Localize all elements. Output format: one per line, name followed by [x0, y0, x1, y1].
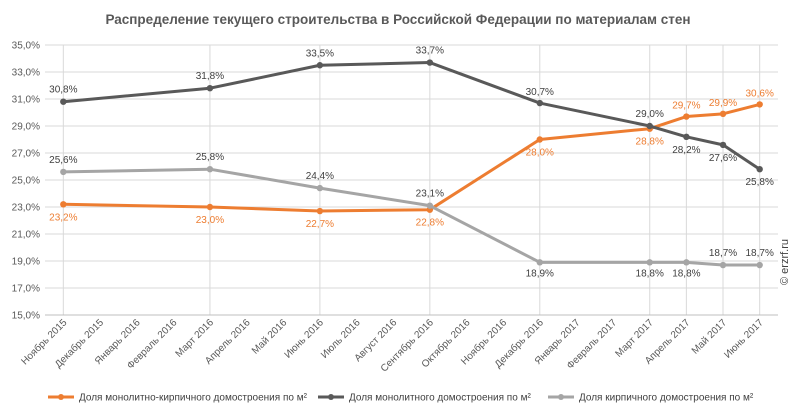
- y-tick-label: 31,0%: [12, 95, 40, 106]
- series-2-point: [316, 62, 324, 69]
- series-2-point: [206, 85, 214, 92]
- series-3-point: [206, 166, 214, 173]
- series-3-data-label: 23,1%: [416, 189, 444, 200]
- series-1-data-label: 23,2%: [49, 212, 77, 223]
- watermark: © erzrf.ru: [779, 239, 791, 285]
- series-1-data-label: 28,8%: [636, 137, 664, 148]
- chart-title: Распределение текущего строительства в Р…: [105, 12, 690, 27]
- y-tick-label: 33,0%: [12, 68, 40, 79]
- series-3-point: [719, 261, 727, 269]
- series-2-point: [719, 141, 727, 149]
- legend-marker-2: [328, 394, 334, 400]
- series-2-point: [683, 133, 690, 140]
- y-tick-label: 25,0%: [12, 176, 40, 187]
- series-2-data-label: 25,8%: [745, 177, 773, 188]
- gridlines: [45, 44, 778, 316]
- y-tick-label: 15,0%: [12, 311, 40, 322]
- series-2-point: [646, 122, 653, 130]
- series-3-point: [756, 261, 763, 269]
- series-1-point: [536, 136, 543, 143]
- series-2-data-label: 29,0%: [636, 109, 664, 120]
- y-tick-label: 29,0%: [12, 122, 40, 133]
- series-2-point: [60, 98, 67, 105]
- series-2-data-label: 33,5%: [306, 48, 334, 59]
- series-2-point: [756, 166, 763, 173]
- y-tick-label: 23,0%: [12, 203, 40, 214]
- series-3-point: [683, 259, 690, 266]
- series-1-point: [683, 113, 690, 120]
- series-1-data-label: 29,9%: [709, 98, 737, 109]
- series-3-point: [316, 184, 324, 192]
- series-2-data-label: 31,8%: [196, 71, 224, 82]
- series-1-data-label: 30,6%: [745, 88, 773, 99]
- series-2-data-label: 27,6%: [709, 153, 737, 164]
- series-3-data-label: 25,6%: [49, 155, 77, 166]
- legend-label-2: Доля монолитного домостроения по м²: [349, 393, 531, 404]
- series-1-point: [316, 207, 324, 215]
- legend-label-1: Доля монолитно-кирпичного домостроения п…: [79, 393, 308, 404]
- series-3-point: [646, 259, 653, 266]
- y-tick-label: 17,0%: [12, 284, 40, 295]
- series-1-data-label: 22,7%: [306, 219, 334, 230]
- y-tick-label: 19,0%: [12, 257, 40, 268]
- y-axis: 15,0% 17,0% 19,0% 21,0% 23,0% 25,0% 27,0% 29,0%…: [12, 41, 40, 322]
- y-tick-label: 21,0%: [12, 230, 40, 241]
- series-3-data-label: 18,7%: [709, 248, 737, 259]
- series-1-point: [206, 203, 214, 211]
- data-labels: 23,2% 23,0% 22,7% 22,8% 28,0% 28,8% 29,7% 29,9%…: [49, 46, 774, 280]
- series-2-point: [426, 59, 434, 66]
- series-3-point: [426, 202, 434, 209]
- series-3-data-label: 18,9%: [526, 268, 554, 279]
- legend-marker-3: [558, 394, 564, 400]
- legend-marker-1: [58, 394, 64, 400]
- series-3-data-label: 24,4%: [306, 171, 334, 182]
- series-3-data-label: 18,8%: [672, 268, 700, 279]
- series-1-data-label: 29,7%: [672, 101, 700, 112]
- series-1-point: [756, 101, 763, 108]
- series-1-data-label: 23,0%: [196, 215, 224, 226]
- series-3-data-label: 18,7%: [745, 248, 773, 259]
- series-2-data-label: 30,7%: [526, 87, 554, 98]
- series-2-point: [536, 99, 543, 107]
- series-2-data-label: 33,7%: [416, 46, 444, 57]
- legend-label-3: Доля кирпичного домостроения по м²: [579, 393, 754, 404]
- y-tick-label: 35,0%: [12, 41, 40, 52]
- series-3-data-label: 18,8%: [636, 268, 664, 279]
- series-2-data-label: 30,8%: [49, 85, 77, 96]
- legend: Доля монолитно-кирпичного домостроения п…: [48, 393, 754, 404]
- series-1-point: [60, 201, 67, 208]
- series-3-data-label: 25,8%: [196, 152, 224, 163]
- y-tick-label: 27,0%: [12, 149, 40, 160]
- series-1-point: [719, 110, 727, 118]
- series-1-data-label: 28,0%: [526, 148, 554, 159]
- series-3-point: [536, 259, 543, 266]
- series-1-data-label: 22,8%: [416, 218, 444, 229]
- series-2-data-label: 28,2%: [672, 145, 700, 156]
- series-lines: [60, 59, 763, 269]
- series-3-point: [60, 168, 67, 176]
